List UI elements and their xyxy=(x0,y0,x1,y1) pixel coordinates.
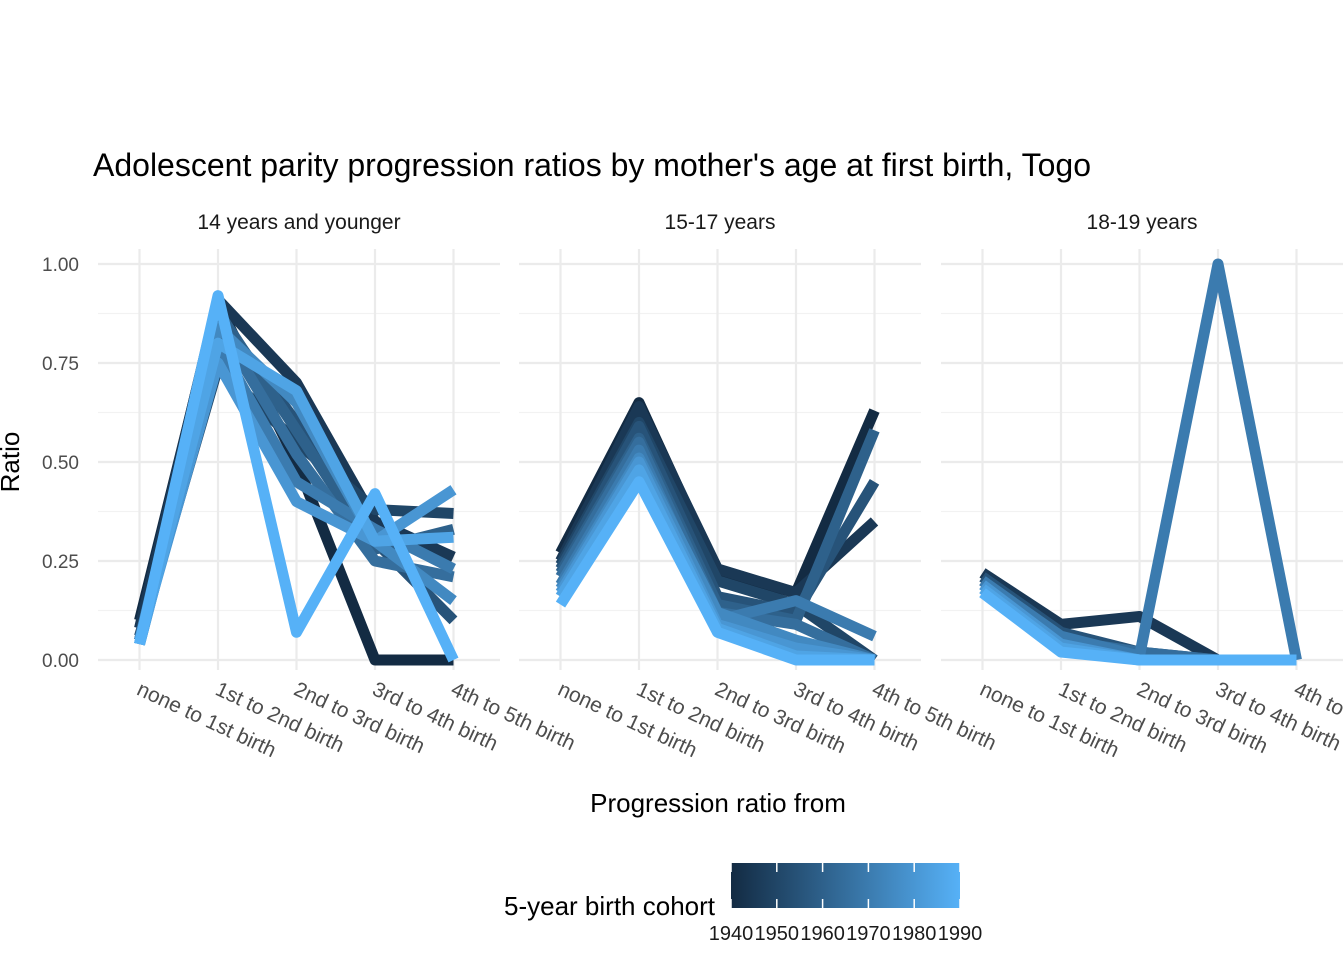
y-axis-label: Ratio xyxy=(0,432,25,493)
legend-tick-label: 1940 xyxy=(709,923,754,945)
legend-tick-label: 1960 xyxy=(800,923,845,945)
y-tick-label: 0.00 xyxy=(42,651,79,672)
legend-colorbar xyxy=(731,863,960,908)
x-tick-label: 2nd to 3rd birth xyxy=(1133,678,1271,759)
legend-tick-label: 1970 xyxy=(846,923,891,945)
y-tick-label: 0.25 xyxy=(42,552,79,573)
legend-title: 5-year birth cohort xyxy=(504,891,716,921)
x-axis-label: Progression ratio from xyxy=(590,788,846,818)
legend-tick-label: 1950 xyxy=(755,923,800,945)
series-line xyxy=(134,290,459,663)
x-tick-label: 2nd to 3rd birth xyxy=(711,678,849,759)
legend-tick-label: 1980 xyxy=(892,923,937,945)
legend-ticks: 1940 1950 1960 1970 1980 1990 xyxy=(709,863,983,945)
x-tick-label: none to 1st birth xyxy=(133,678,279,762)
x-tick-label: none to 1st birth xyxy=(554,678,700,762)
color-legend: 5-year birth cohort 1940 1950 1960 1970 1980… xyxy=(504,863,982,945)
series-line xyxy=(979,588,1297,666)
facet-strip-label: 15-17 years xyxy=(665,211,776,234)
facet-strip-label: 18-19 years xyxy=(1087,211,1198,234)
y-tick-label: 1.00 xyxy=(42,255,79,276)
x-tick-label: 2nd to 3rd birth xyxy=(290,678,428,759)
legend-tick-label: 1990 xyxy=(938,923,983,945)
y-tick-label: 0.50 xyxy=(42,453,79,474)
facet-panels: 14 years and younger 0.00 0.25 0.50 0.75 1.00… xyxy=(42,211,1344,762)
y-tick-label: 0.75 xyxy=(42,354,79,375)
facet-panel: 14 years and younger 0.00 0.25 0.50 0.75 1.00… xyxy=(42,211,579,762)
facet-strip-label: 14 years and younger xyxy=(197,211,400,234)
chart-title: Adolescent parity progression ratios by … xyxy=(93,147,1091,183)
x-tick-label: none to 1st birth xyxy=(976,678,1122,762)
series-line xyxy=(555,476,875,666)
